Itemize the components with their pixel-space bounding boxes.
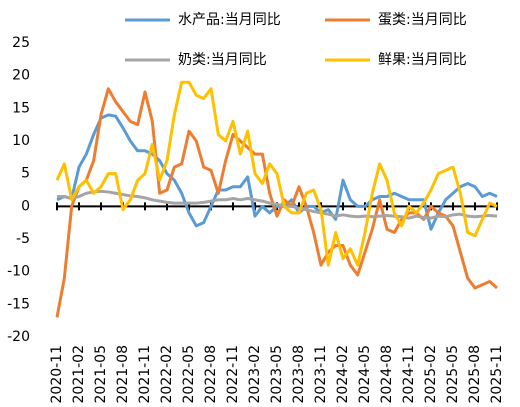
y-tick-label: 10 (12, 133, 30, 149)
series-line (55, 80, 498, 267)
y-tick-label: 15 (12, 100, 30, 116)
x-tick-label: 2022-08 (203, 345, 219, 404)
legend-label: 蛋类:当月同比 (378, 12, 467, 28)
legend-label: 奶类:当月同比 (178, 52, 267, 68)
x-tick-label: 2021-08 (115, 345, 131, 404)
x-tick-label: 2024-08 (379, 345, 395, 404)
x-tick-label: 2022-02 (159, 345, 175, 404)
y-tick-label: -15 (7, 296, 30, 312)
x-tick-label: 2022-05 (181, 345, 197, 404)
y-tick-label: 25 (12, 35, 30, 51)
series-line (55, 87, 498, 318)
x-tick-label: 2021-02 (71, 345, 87, 404)
x-tick-label: 2024-02 (335, 345, 351, 404)
y-tick-label: 5 (21, 166, 30, 182)
y-tick-label: -10 (7, 264, 30, 280)
x-tick-label: 2021-11 (137, 345, 153, 404)
x-tick-label: 2024-05 (357, 345, 373, 404)
x-tick-label: 2025-05 (445, 345, 461, 404)
series-line (56, 113, 498, 231)
x-tick-label: 2023-11 (313, 345, 329, 404)
x-tick-label: 2024-11 (401, 345, 417, 404)
y-tick-label: -5 (16, 231, 30, 247)
y-tick-label: 0 (21, 198, 30, 214)
x-tick-label: 2023-08 (291, 345, 307, 404)
x-tick-label: 2025-02 (423, 345, 439, 404)
x-tick-label: 2023-02 (247, 345, 263, 404)
x-tick-label: 2020-11 (49, 345, 65, 404)
x-tick-label: 2025-11 (489, 345, 505, 404)
legend-label: 水产品:当月同比 (178, 12, 281, 28)
x-tick-label: 2022-11 (225, 345, 241, 404)
x-tick-label: 2023-05 (269, 345, 285, 404)
legend-label: 鲜果:当月同比 (378, 52, 467, 68)
y-tick-label: 20 (12, 68, 30, 84)
y-tick-label: -20 (7, 329, 30, 345)
x-tick-label: 2021-05 (93, 345, 109, 404)
x-tick-label: 2025-08 (467, 345, 483, 404)
